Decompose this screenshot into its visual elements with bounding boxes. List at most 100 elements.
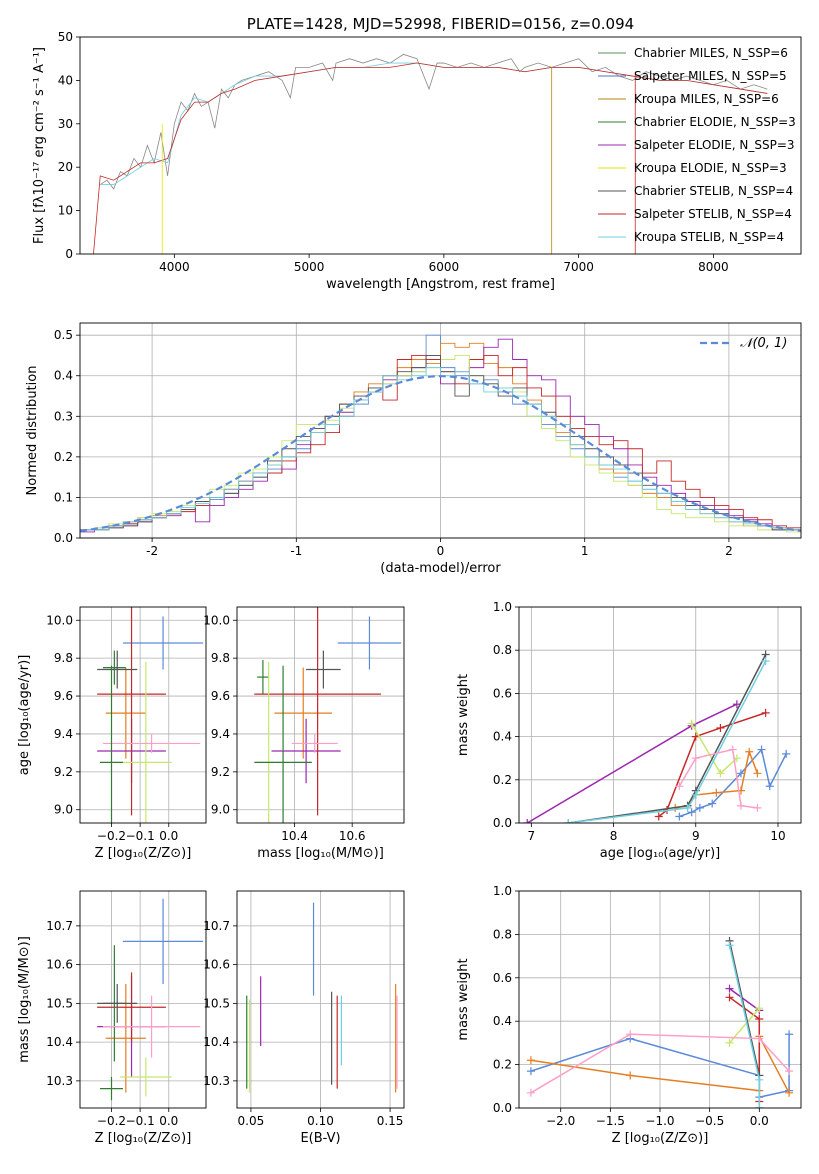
panel-weight-vs-age: 7 8 9 10 0.0 0.2 0.4 0.6 0.8 1.0 age [log₁₀(age/yr… <box>456 600 802 861</box>
data-point <box>785 1088 794 1097</box>
data-point <box>687 808 696 817</box>
y-tick-label: 10 <box>58 204 73 218</box>
x-axis-label: E(B-V) <box>300 1131 340 1146</box>
x-tick-label: 7 <box>528 829 536 843</box>
x-tick-label: −0.5 <box>695 1114 724 1128</box>
panel-spectrum: 4000 5000 6000 7000 8000 0 10 20 30 40 50 wavelengt… <box>32 15 802 292</box>
panel-mass-vs-z: −0.2 −0.1 0.0 10.3 10.4 10.5 10.6 10.7 Z [log₁₀(… <box>17 890 207 1146</box>
plot-area <box>97 898 204 1101</box>
legend-label: Salpeter ELODIE, N_SSP=3 <box>634 138 795 152</box>
legend-label: Salpeter MILES, N_SSP=5 <box>634 69 787 83</box>
data-point <box>755 1015 764 1024</box>
plot-area <box>254 607 402 823</box>
y-tick-label: 9.0 <box>54 803 73 817</box>
y-tick-label: 0.8 <box>493 643 512 657</box>
x-tick-label: 5000 <box>294 260 325 274</box>
y-tick-label: 9.8 <box>54 651 73 665</box>
plot-area <box>97 607 204 823</box>
data-point <box>755 1004 764 1013</box>
data-point <box>654 812 663 821</box>
histogram-series <box>80 367 801 538</box>
legend-label: 𝒩(0, 1) <box>740 336 787 351</box>
x-tick-label: −0.1 <box>126 1114 155 1128</box>
y-tick-label: 9.0 <box>211 803 230 817</box>
x-tick-label: −1.5 <box>596 1114 625 1128</box>
y-tick-label: 0.3 <box>54 409 73 423</box>
x-axis-label: Z [log₁₀(Z/Z⊙)] <box>612 1131 709 1146</box>
y-tick-label: 30 <box>58 117 73 131</box>
y-tick-label: 0 <box>65 247 73 261</box>
data-point <box>755 1034 764 1043</box>
data-point <box>765 782 774 791</box>
y-tick-label: 10.5 <box>46 996 73 1010</box>
y-tick-label: 0.6 <box>493 971 512 985</box>
data-point <box>626 1071 635 1080</box>
y-tick-label: 10.4 <box>203 1035 230 1049</box>
legend-label: Salpeter STELIB, N_SSP=4 <box>634 207 792 221</box>
y-tick-label: 0.4 <box>493 1014 512 1028</box>
chart-title: PLATE=1428, MJD=52998, FIBERID=0156, z=0… <box>247 15 634 33</box>
y-tick-label: 10.3 <box>46 1074 73 1088</box>
axes-frame <box>79 606 207 824</box>
y-tick-label: 0.5 <box>54 328 73 342</box>
data-point <box>725 993 734 1002</box>
y-tick-label: 10.0 <box>46 613 73 627</box>
legend-label: Kroupa STELIB, N_SSP=4 <box>634 230 784 244</box>
data-point <box>725 941 734 950</box>
plot-area <box>526 936 794 1108</box>
data-point <box>695 803 704 812</box>
x-tick-label: −1.0 <box>645 1114 674 1128</box>
x-axis-label: Z [log₁₀(Z/Z⊙)] <box>95 1131 192 1146</box>
y-tick-label: 40 <box>58 73 73 87</box>
x-tick-label: 1 <box>581 544 589 558</box>
y-tick-label: 9.2 <box>54 765 73 779</box>
y-tick-label: 10.7 <box>46 919 73 933</box>
data-point <box>725 1038 734 1047</box>
data-point <box>712 788 721 797</box>
data-point <box>716 769 725 778</box>
axes-frame <box>79 36 802 255</box>
data-point <box>761 657 770 665</box>
y-tick-label: 50 <box>58 30 73 44</box>
legend-label: Chabrier STELIB, N_SSP=4 <box>634 184 793 198</box>
data-point <box>675 782 684 791</box>
axes-frame <box>79 890 207 1109</box>
data-point <box>526 1056 535 1065</box>
y-tick-label: 0.2 <box>493 1058 512 1072</box>
y-tick-label: 0.2 <box>54 450 73 464</box>
data-point <box>626 1030 635 1039</box>
data-point <box>691 754 700 763</box>
data-point <box>785 1067 794 1076</box>
x-tick-label: −0.2 <box>97 829 126 843</box>
data-point <box>728 745 737 754</box>
axes-frame <box>236 890 405 1109</box>
series-line <box>568 660 767 823</box>
axes-frame <box>518 606 802 824</box>
y-tick-label: 9.8 <box>211 651 230 665</box>
y-tick-label: 10.0 <box>203 613 230 627</box>
series-line <box>568 654 767 823</box>
plot-area <box>93 53 768 254</box>
data-point <box>564 819 573 823</box>
axes-frame <box>518 890 802 1109</box>
y-tick-label: 20 <box>58 160 73 174</box>
x-tick-label: 2 <box>725 544 733 558</box>
x-tick-label: 7000 <box>563 260 594 274</box>
axes-frame <box>236 606 405 824</box>
plot-area <box>80 334 801 538</box>
y-tick-label: 0.0 <box>54 531 73 545</box>
data-point <box>526 1067 535 1076</box>
normal-curve <box>80 375 801 532</box>
data-point <box>523 819 532 823</box>
legend-label: Chabrier MILES, N_SSP=6 <box>634 46 788 60</box>
y-tick-label: 0.2 <box>493 773 512 787</box>
y-tick-label: 0.4 <box>493 730 512 744</box>
x-axis-label: mass [log₁₀(M/M⊙)] <box>257 846 384 861</box>
series-line <box>93 62 768 254</box>
y-tick-label: 0.1 <box>54 490 73 504</box>
legend-label: Kroupa ELODIE, N_SSP=3 <box>634 161 787 175</box>
x-tick-label: 0 <box>437 544 445 558</box>
plot-area <box>523 650 791 823</box>
data-point <box>755 1075 764 1084</box>
